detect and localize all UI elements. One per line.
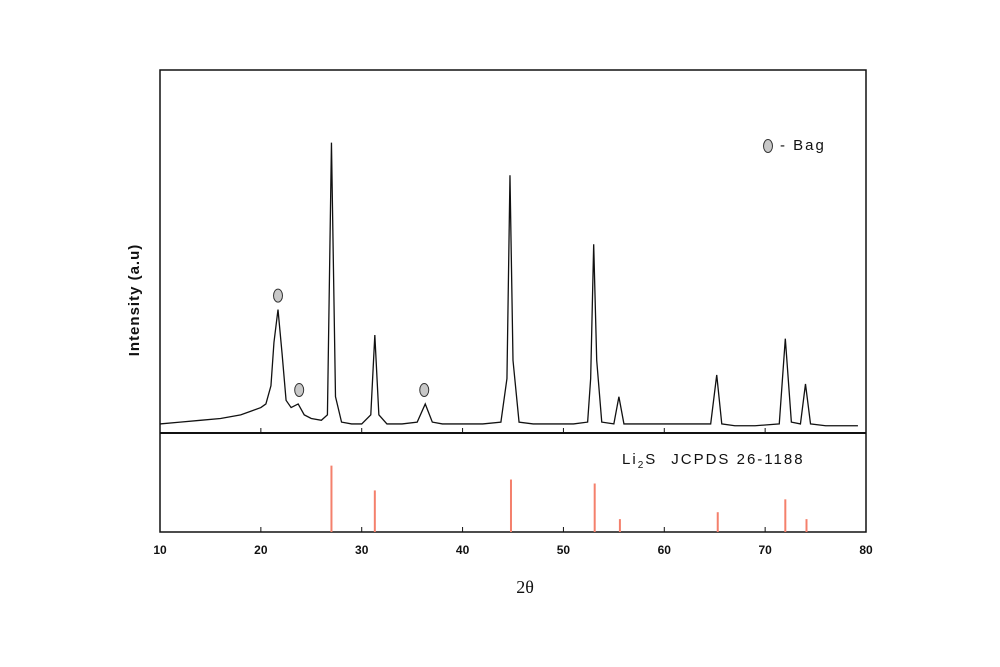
legend-label: - Bag bbox=[780, 137, 826, 154]
reference-label: Li2S JCPDS 26-1188 bbox=[622, 451, 805, 471]
legend-marker bbox=[763, 139, 773, 153]
xrd-pattern bbox=[159, 142, 858, 427]
x-tick-label: 30 bbox=[355, 543, 369, 557]
x-tick-label: 40 bbox=[456, 543, 470, 557]
x-tick-label: 80 bbox=[859, 543, 873, 557]
reference-source: JCPDS 26-1188 bbox=[671, 451, 804, 468]
x-tick-label: 10 bbox=[153, 543, 167, 557]
x-tick-label: 70 bbox=[758, 543, 772, 557]
formula-subscript: 2 bbox=[638, 460, 646, 471]
x-tick-label: 60 bbox=[658, 543, 672, 557]
plot-frame bbox=[159, 69, 867, 533]
phase-marker bbox=[294, 382, 305, 397]
x-tick-label: 20 bbox=[254, 543, 268, 557]
y-axis-label: Intensity (a.u) bbox=[126, 244, 143, 357]
formula: Li bbox=[622, 451, 638, 468]
phase-marker bbox=[419, 382, 430, 397]
x-tick-label: 50 bbox=[557, 543, 571, 557]
x-axis-label: 2θ bbox=[516, 577, 534, 597]
formula-rest: S bbox=[645, 451, 657, 468]
phase-marker bbox=[273, 288, 284, 303]
